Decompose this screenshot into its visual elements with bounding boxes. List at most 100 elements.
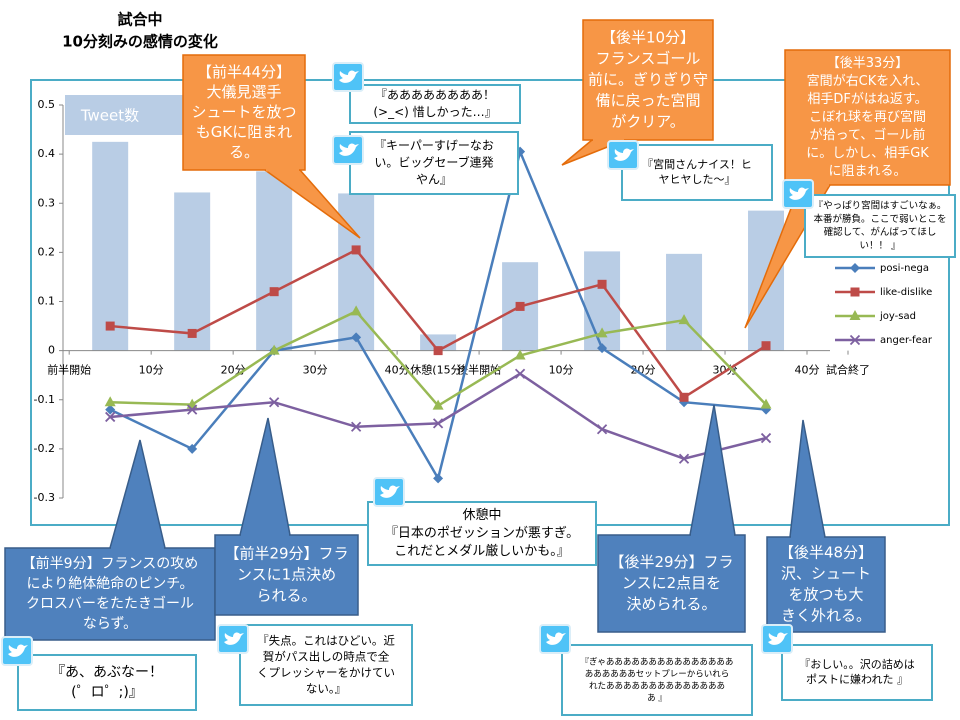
marker	[433, 346, 443, 356]
tweet-text: 『あ、あぶなー！	[51, 665, 163, 681]
callout-text: 大儀見選手	[206, 83, 281, 101]
callout-text: を放つも大	[788, 586, 863, 604]
legend-label: joy-sad	[879, 311, 916, 322]
x-tick-label: 前半開始	[47, 363, 91, 377]
callout-text: 【後半10分】	[601, 29, 695, 47]
legend-swatch	[65, 95, 185, 135]
tweet-box	[561, 644, 753, 716]
x-tick-label: 20分	[221, 364, 246, 377]
y-tick-label: 0.3	[38, 196, 56, 209]
tweet-text: ない。』	[306, 682, 346, 696]
tweet-text: (>_<) 惜しかった…』	[373, 105, 496, 119]
tweet-text: これだとメダル厳しいかも。』	[394, 544, 570, 559]
marker	[187, 443, 198, 454]
marker	[432, 418, 444, 429]
callout-box	[784, 49, 951, 186]
x-tick-label: 40分	[795, 364, 820, 377]
y-tick-label: 0.4	[38, 147, 56, 160]
marker	[596, 424, 608, 435]
x-tick-label: 休憩(15分)	[410, 363, 466, 377]
tweet-box	[621, 144, 773, 201]
tweet-text: 『ぎゃあああああああああああああああ	[581, 657, 734, 668]
marker	[432, 399, 444, 410]
marker	[849, 310, 861, 320]
callout-text: きく外れる。	[781, 607, 871, 625]
callout-box	[766, 536, 886, 633]
marker	[105, 404, 116, 415]
tweet-text: 本番が勝負。ここで弱いとこを	[813, 213, 946, 225]
callout-text: ンスに1点決め	[237, 566, 336, 584]
tweet-text: やん』	[416, 172, 452, 186]
y-tick-label: 0.1	[38, 295, 56, 308]
tweet-text: 『やっぱり宮間はすごいなぁ。	[814, 200, 947, 212]
callout-text: シュートを放つ	[191, 103, 296, 121]
marker	[850, 287, 860, 297]
marker	[514, 349, 526, 360]
callout-text: に阻まれる。	[828, 164, 906, 179]
callout-text: 【後半33分】	[827, 56, 909, 71]
callout-text: 前に。ぎりぎり守	[588, 71, 708, 89]
twitter-bird	[380, 485, 400, 498]
tweet-text: 『キーパーすげーなお	[374, 139, 494, 153]
callout-text: 沢、シュート	[781, 565, 871, 583]
tweet-text: 『おしい。。沢の詰めは	[799, 657, 915, 671]
callout-box	[4, 547, 216, 641]
callout-text: る。	[229, 143, 259, 161]
callout-text: フランスゴール	[596, 50, 701, 68]
y-tick-label: -0.3	[34, 491, 55, 504]
y-tick-label: -0.1	[34, 393, 55, 406]
chart-title: 試合中	[117, 11, 162, 29]
marker	[850, 263, 860, 273]
tweet-text: 『宮間さんナイス！ヒ	[642, 157, 752, 171]
legend-label: posi-nega	[880, 263, 929, 274]
marker	[351, 332, 362, 343]
marker	[514, 368, 526, 379]
twitter-bird	[339, 143, 359, 156]
callout-box	[582, 19, 714, 141]
twitter-bird	[8, 644, 28, 657]
marker	[187, 404, 198, 415]
callout-text: に。しかし、相手GK	[806, 146, 929, 161]
tweet-text: 『日本のポゼッションが悪すぎ。	[385, 526, 579, 541]
bar	[256, 171, 293, 351]
marker	[351, 245, 361, 255]
x-tick-label: 10分	[139, 364, 164, 377]
chart-subtitle: 10分刻みの感情の変化	[62, 33, 218, 51]
bar	[92, 141, 129, 351]
tweet-text: ポストに嫌われた 』	[806, 672, 908, 686]
twitter-bird	[789, 187, 809, 200]
callout-text: ンスに2点目を	[622, 574, 721, 592]
marker	[105, 321, 115, 331]
tweet-text: くプレッシャーをかけてい	[257, 666, 395, 680]
callout-text: られる。	[256, 587, 316, 605]
tweet-text: 賀がパス出しの時点で全	[263, 649, 390, 663]
callout-box	[597, 534, 746, 633]
legend-label: Tweet数	[80, 107, 139, 125]
marker	[678, 314, 690, 325]
callout-text: 【後半48分】	[779, 544, 873, 562]
marker	[269, 397, 280, 408]
callout-text: 決められる。	[626, 595, 716, 613]
marker	[761, 341, 771, 351]
twitter-bird	[614, 148, 634, 161]
callout-text: クロスバーをたたきゴール	[26, 595, 194, 612]
marker	[760, 398, 772, 409]
tweet-text: (゜ロ゜;)』	[71, 684, 143, 700]
callout-text: により絶体絶命のピンチ。	[26, 575, 193, 592]
y-tick-label: 0.5	[38, 98, 56, 111]
marker	[105, 411, 116, 423]
tweet-text: ヤヒヤした～』	[659, 173, 736, 186]
callout-text: もGKに阻まれ	[196, 123, 292, 141]
tweet-box	[781, 644, 933, 701]
callout-box	[214, 534, 359, 616]
tweet-text: い。ビッグセーブ連発	[374, 155, 493, 170]
marker	[104, 396, 116, 407]
tweet-box	[804, 194, 956, 258]
legend-label: anger-fear	[880, 335, 933, 346]
tweet-heading: 休憩中	[462, 507, 501, 523]
callout-text: こぼれ球を再び宮間	[809, 109, 926, 125]
callout-text: 【前半44分】	[197, 63, 291, 81]
twitter-bird	[224, 632, 244, 645]
y-tick-label: 0	[48, 344, 55, 357]
twitter-bird	[339, 70, 359, 83]
